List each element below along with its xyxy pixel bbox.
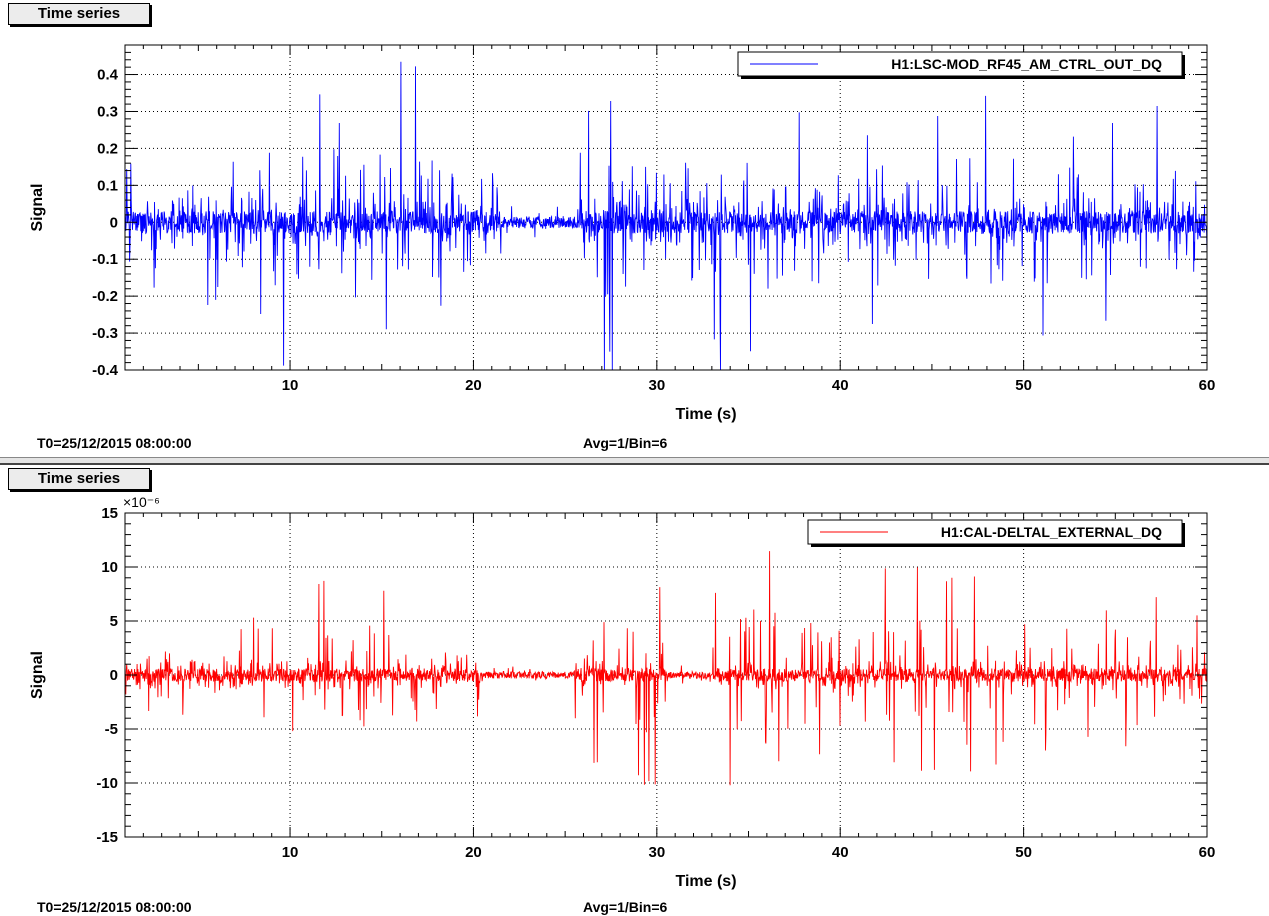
y-axis: -15 -10 -5 0 5 10 15 Signal ×10⁻⁶: [29, 494, 1207, 846]
x-axis-label: Time (s): [675, 406, 736, 423]
x-tick-label: 10: [282, 377, 299, 394]
x-tick-label: 20: [465, 844, 482, 861]
x-tick-label: 30: [648, 377, 665, 394]
y-tick-label: -0.1: [92, 251, 118, 268]
y-tick-label: 5: [110, 613, 118, 630]
y-tick-label: 0.2: [97, 140, 118, 157]
y-tick-label: 0.3: [97, 103, 118, 120]
legend: H1:LSC-MOD_RF45_AM_CTRL_OUT_DQ: [737, 51, 1185, 79]
y-tick-label: -0.2: [92, 288, 118, 305]
x-axis-label: Time (s): [675, 873, 736, 890]
legend-entry: H1:CAL-DELTAL_EXTERNAL_DQ: [941, 524, 1162, 540]
grid: [125, 45, 1208, 371]
x-tick-label: 30: [648, 844, 665, 861]
series-line-1: [124, 551, 1208, 786]
time-series-tab[interactable]: Time series: [8, 3, 150, 25]
y-axis-label: Signal: [29, 651, 46, 699]
x-tick-label: 10: [282, 844, 299, 861]
y-axis-label: Signal: [29, 183, 46, 231]
t0-label: T0=25/12/2015 08:00:00: [37, 899, 192, 915]
time-series-tab[interactable]: Time series: [8, 468, 150, 490]
series-line-1: [124, 61, 1208, 371]
x-tick-label: 40: [832, 377, 849, 394]
y-axis: -0.4 -0.3 -0.2 -0.1 0 0.1 0.2 0.3 0.4 Signal: [29, 44, 1207, 379]
y-tick-label: 0: [110, 667, 118, 684]
time-series-chart: 10 20 30 40 50 60 Time (s) -0.4 -0.3 -0.2 -0.1 0 0.1…: [29, 44, 1216, 423]
x-tick-label: 60: [1199, 377, 1216, 394]
legend-entry: H1:LSC-MOD_RF45_AM_CTRL_OUT_DQ: [891, 56, 1162, 72]
y-tick-label: 0.1: [97, 177, 118, 194]
time-series-chart: 10 20 30 40 50 60 Time (s) -15 -10 -5 0 5 10 15 Signal…: [29, 494, 1216, 890]
x-tick-label: 50: [1015, 844, 1032, 861]
y-tick-label: 0: [110, 214, 118, 231]
x-tick-label: 60: [1199, 844, 1216, 861]
averaging-label: Avg=1/Bin=6: [583, 435, 668, 451]
y-tick-label: -10: [96, 775, 118, 792]
y-tick-label: -0.3: [92, 325, 118, 342]
y-tick-label: 15: [101, 505, 118, 522]
y-tick-label: 0.4: [97, 67, 119, 84]
x-axis: 10 20 30 40 50 60 Time (s): [124, 513, 1216, 890]
y-tick-label: -15: [96, 829, 118, 846]
x-axis: 10 20 30 40 50 60 Time (s): [124, 45, 1216, 423]
y-tick-label: -5: [105, 721, 118, 738]
x-tick-label: 20: [465, 377, 482, 394]
y-exponent-label: ×10⁻⁶: [123, 494, 160, 510]
x-tick-label: 40: [832, 844, 849, 861]
legend: H1:CAL-DELTAL_EXTERNAL_DQ: [807, 519, 1185, 547]
y-tick-label: 10: [101, 559, 118, 576]
averaging-label: Avg=1/Bin=6: [583, 899, 668, 915]
time-series-panel-2: Time series 10 20 30 40 50 60 Time (s) -15 -10 -5…: [0, 465, 1269, 916]
x-tick-label: 50: [1015, 377, 1032, 394]
t0-label: T0=25/12/2015 08:00:00: [37, 435, 192, 451]
y-tick-label: -0.4: [92, 362, 119, 379]
time-series-panel-1: Time series 10 20 30 40 50 60 Time (s) -0.4 -0.3…: [0, 0, 1269, 457]
panel-divider[interactable]: [0, 457, 1269, 465]
